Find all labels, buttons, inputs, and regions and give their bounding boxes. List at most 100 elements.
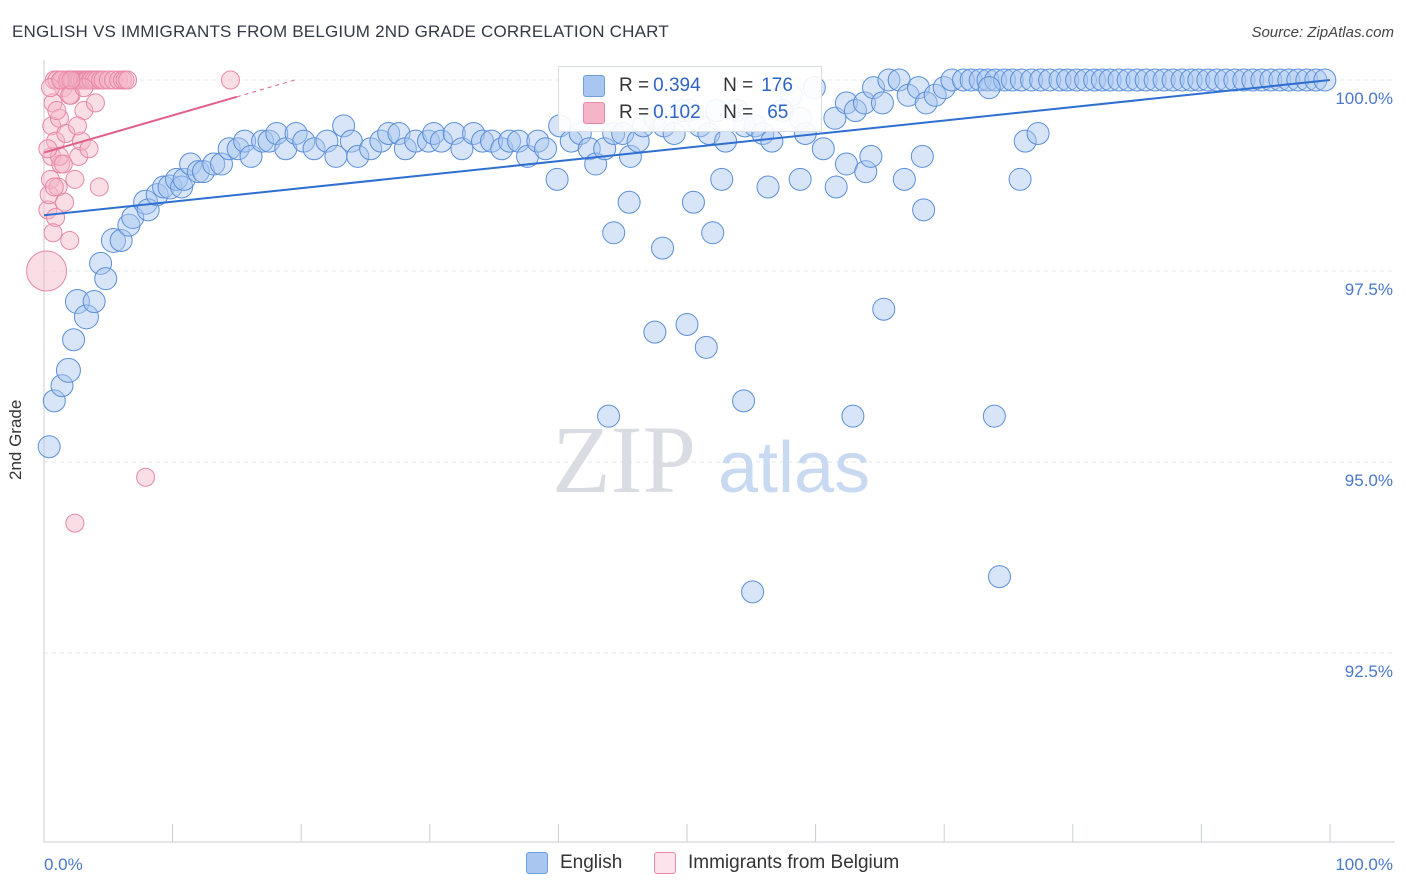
english-point [1196,68,1220,92]
english-point [145,183,169,207]
english-point [861,76,885,100]
english-point [854,160,878,184]
english-point [912,198,936,222]
english-point [545,167,569,191]
legend-item-english[interactable]: English [526,852,622,874]
english-point [462,121,486,145]
english-point [233,129,257,153]
english-point [50,374,74,398]
english-point [302,137,326,161]
english-point [597,404,621,428]
english-point [1232,68,1256,92]
belgium-point [55,192,75,212]
belgium-point [40,78,60,98]
legend-row-english: R = 0.394 N = 176 [583,73,793,99]
belgium-point [61,70,81,90]
legend-r-label: R = [619,102,650,123]
english-point [984,68,1008,92]
belgium-point [65,513,85,533]
english-point [841,404,865,428]
english-point [55,357,81,383]
english-point [877,68,901,92]
english-point [1152,68,1176,92]
chart-title: ENGLISH VS IMMIGRANTS FROM BELGIUM 2ND G… [12,22,669,41]
english-point [593,137,617,161]
english-point [701,221,725,245]
english-point [824,175,848,199]
english-point [82,290,106,314]
english-point [239,144,263,168]
english-point [186,160,210,184]
english-point [1074,68,1098,92]
english-point [1161,68,1185,92]
legend-swatch-english [583,75,605,97]
english-point [1187,68,1211,92]
english-point [834,152,858,176]
english-point [332,114,356,138]
english-point [1098,68,1122,92]
english-point [1143,68,1167,92]
english-point [760,129,784,153]
english-point [741,580,765,604]
belgium-point [89,177,109,197]
english-point [976,68,1000,92]
legend-item-belgium[interactable]: Immigrants from Belgium [654,852,899,874]
trend-lines [43,79,1331,217]
legend-r-value: 0.102 [653,102,701,123]
english-point [714,129,738,153]
english-point [450,137,474,161]
y-tick-label: 92.5% [1345,662,1393,681]
belgium-point [118,70,138,90]
belgium-trend-extension [236,79,295,98]
belgium-point [67,116,87,136]
watermark-atlas: atlas [718,428,870,508]
belgium-point [43,223,63,243]
belgium-point [79,139,99,159]
y-tick-label: 97.5% [1345,280,1393,299]
legend-row-belgium: R = 0.102 N = 65 [583,100,788,126]
english-point [993,68,1017,92]
english-point [1013,129,1037,153]
english-point [843,99,867,123]
english-point [1125,68,1149,92]
english-point [202,152,226,176]
legend-n-value: 65 [767,102,789,123]
english-point [710,167,734,191]
english-point [788,167,812,191]
english-point [1000,68,1024,92]
english-point [498,129,522,153]
belgium-point [85,93,105,113]
belgium-point [56,123,76,143]
y-tick-labels: 92.5% 95.0% 97.5% 100.0% [1335,89,1393,681]
english-point [618,144,642,168]
english-point [959,68,983,92]
english-point [209,152,233,176]
english-point [1008,167,1032,191]
english-point [37,435,61,459]
english-point [315,129,339,153]
english-point [133,189,159,215]
watermark-zip: ZIP [552,406,696,513]
english-trend-line [43,79,1331,217]
english-point [404,129,428,153]
english-point [892,167,916,191]
english-point [1029,68,1053,92]
belgium-point [60,230,80,250]
english-point [852,91,876,115]
english-point [643,320,667,344]
english-point [62,328,86,352]
belgium-point [69,146,89,166]
english-point [651,236,675,260]
english-point [64,289,90,315]
english-point [1020,68,1044,92]
y-tick-label: 100.0% [1335,89,1393,108]
english-point [1009,68,1033,92]
legend-n-label: N = [723,102,754,123]
source-label: Source: ZipAtlas.com [1251,24,1394,41]
english-point [534,137,558,161]
english-point [982,404,1006,428]
belgium-points [26,70,240,533]
x-tick-label: 100.0% [1335,855,1393,874]
belgium-trend-line [43,95,238,154]
belgium-point [93,70,113,90]
